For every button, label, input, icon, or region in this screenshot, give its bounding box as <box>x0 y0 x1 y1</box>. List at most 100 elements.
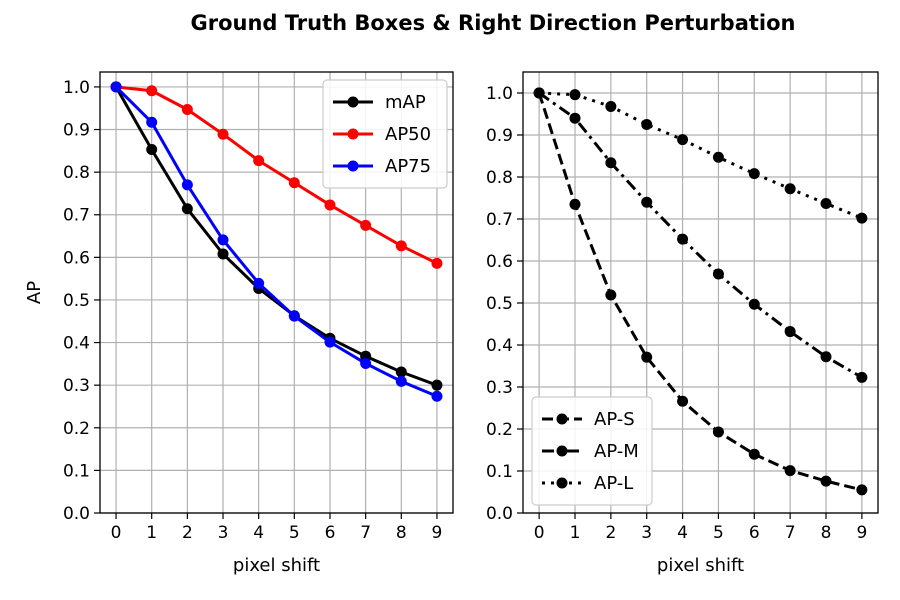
right-point-ap-m-8 <box>820 351 832 363</box>
right-point-ap-s-7 <box>784 465 796 477</box>
left-plot-frame <box>99 71 454 514</box>
left-y-tick-label-0: 0.0 <box>63 504 90 524</box>
left-legend-marker-ap50 <box>347 128 359 140</box>
right-point-ap-s-3 <box>641 351 653 363</box>
left-point-ap75-5 <box>288 310 300 322</box>
right-x-tick-label-5: 5 <box>713 523 724 543</box>
left-point-map-8 <box>395 366 407 378</box>
left-y-tick-label-9: 0.9 <box>63 121 90 141</box>
right-point-ap-s-6 <box>748 448 760 460</box>
right-x-tick-label-8: 8 <box>821 523 832 543</box>
right-x-tick-label-3: 3 <box>641 523 652 543</box>
right-y-tick-label-9: 0.9 <box>486 126 513 146</box>
right-point-ap-l-2 <box>605 100 617 112</box>
right-point-ap-m-6 <box>748 298 760 310</box>
right-y-tick-label-5: 0.5 <box>486 294 513 314</box>
left-point-ap50-9 <box>431 257 443 269</box>
left-y-tick-label-4: 0.4 <box>63 334 90 354</box>
right-point-ap-m-9 <box>856 371 868 383</box>
right-point-ap-m-7 <box>784 326 796 338</box>
right-series-line-ap-l <box>539 91 863 220</box>
left-point-ap75-0 <box>110 81 122 93</box>
left-x-tick-label-5: 5 <box>289 523 300 543</box>
right-x-tick-label-9: 9 <box>856 523 867 543</box>
right-legend-marker-ap-s <box>556 413 568 425</box>
left-point-map-3 <box>217 248 229 260</box>
right-legend-marker-ap-l <box>556 477 568 489</box>
right-point-ap-l-4 <box>677 134 689 146</box>
right-point-ap-l-6 <box>748 168 760 180</box>
right-y-tick-label-7: 0.7 <box>486 210 513 230</box>
left-point-ap50-1 <box>146 85 158 97</box>
left-series-line-ap75 <box>114 85 438 398</box>
right-legend-label-ap-s: AP-S <box>594 409 635 430</box>
right-point-ap-s-4 <box>677 395 689 407</box>
right-legend: AP-S AP-M AP-L <box>531 396 653 506</box>
right-x-axis-label: pixel shift <box>657 555 744 576</box>
left-legend-label-ap50: AP50 <box>385 124 431 145</box>
left-y-tick-label-6: 0.6 <box>63 248 90 268</box>
right-x-tick-label-6: 6 <box>749 523 760 543</box>
right-x-tick-label-0: 0 <box>534 523 545 543</box>
left-point-ap75-1 <box>146 116 158 128</box>
right-y-tick-label-8: 0.8 <box>486 168 513 188</box>
left-y-tick-label-5: 0.5 <box>63 291 90 311</box>
right-y-tick-label-2: 0.2 <box>486 420 513 440</box>
right-point-ap-l-8 <box>820 197 832 209</box>
left-point-map-2 <box>181 203 193 215</box>
left-point-ap75-2 <box>181 179 193 191</box>
right-legend-label-ap-l: AP-L <box>594 473 633 494</box>
right-legend-marker-ap-m <box>556 445 568 457</box>
right-point-ap-l-1 <box>569 89 581 101</box>
left-legend: mAP AP50 AP75 <box>322 79 448 189</box>
right-point-ap-s-2 <box>605 289 617 301</box>
left-point-map-1 <box>146 144 158 156</box>
left-y-axis-label: AP <box>24 281 45 304</box>
left-y-tick-label-3: 0.3 <box>63 376 90 396</box>
right-point-ap-l-0 <box>533 87 545 99</box>
right-series-line-ap-s <box>537 92 863 492</box>
left-x-tick-label-4: 4 <box>253 523 264 543</box>
left-point-ap50-8 <box>395 240 407 252</box>
left-point-ap50-3 <box>217 128 229 140</box>
left-legend-label-ap75: AP75 <box>385 156 431 177</box>
left-x-axis-label: pixel shift <box>233 555 320 576</box>
left-series-line-ap50 <box>115 85 438 265</box>
left-x-tick-label-7: 7 <box>360 523 371 543</box>
right-point-ap-l-9 <box>856 212 868 224</box>
left-point-ap75-9 <box>431 390 443 402</box>
left-point-ap75-6 <box>324 336 336 348</box>
left-y-tick-label-7: 0.7 <box>63 206 90 226</box>
left-point-map-9 <box>431 379 443 391</box>
left-point-ap50-6 <box>324 199 336 211</box>
left-x-tick-label-3: 3 <box>218 523 229 543</box>
left-legend-marker-map <box>347 96 359 108</box>
right-plot-frame <box>522 71 879 514</box>
right-point-ap-s-1 <box>569 198 581 210</box>
right-y-tick-label-0: 0.0 <box>486 504 513 524</box>
left-x-tick-label-9: 9 <box>432 523 443 543</box>
right-x-tick-label-7: 7 <box>785 523 796 543</box>
right-y-tick-label-10: 1.0 <box>486 84 513 104</box>
left-x-tick-label-2: 2 <box>182 523 193 543</box>
right-point-ap-l-7 <box>784 183 796 195</box>
right-x-tick-label-4: 4 <box>677 523 688 543</box>
left-point-ap50-2 <box>181 103 193 115</box>
right-point-ap-s-5 <box>712 426 724 438</box>
left-x-tick-label-1: 1 <box>146 523 157 543</box>
right-point-ap-s-9 <box>856 484 868 496</box>
right-point-ap-m-2 <box>605 157 617 169</box>
left-x-tick-label-8: 8 <box>396 523 407 543</box>
right-point-ap-l-3 <box>641 119 653 130</box>
right-point-ap-m-3 <box>641 196 653 208</box>
right-series-line-ap-m <box>538 91 863 379</box>
left-y-tick-label-2: 0.2 <box>63 419 90 439</box>
left-point-ap75-7 <box>360 357 372 369</box>
right-y-tick-label-4: 0.4 <box>486 336 513 356</box>
left-point-ap75-8 <box>395 375 407 387</box>
left-legend-label-map: mAP <box>385 92 426 113</box>
left-point-ap50-7 <box>360 219 372 231</box>
right-point-ap-m-4 <box>677 233 689 245</box>
left-point-ap75-4 <box>253 277 265 289</box>
